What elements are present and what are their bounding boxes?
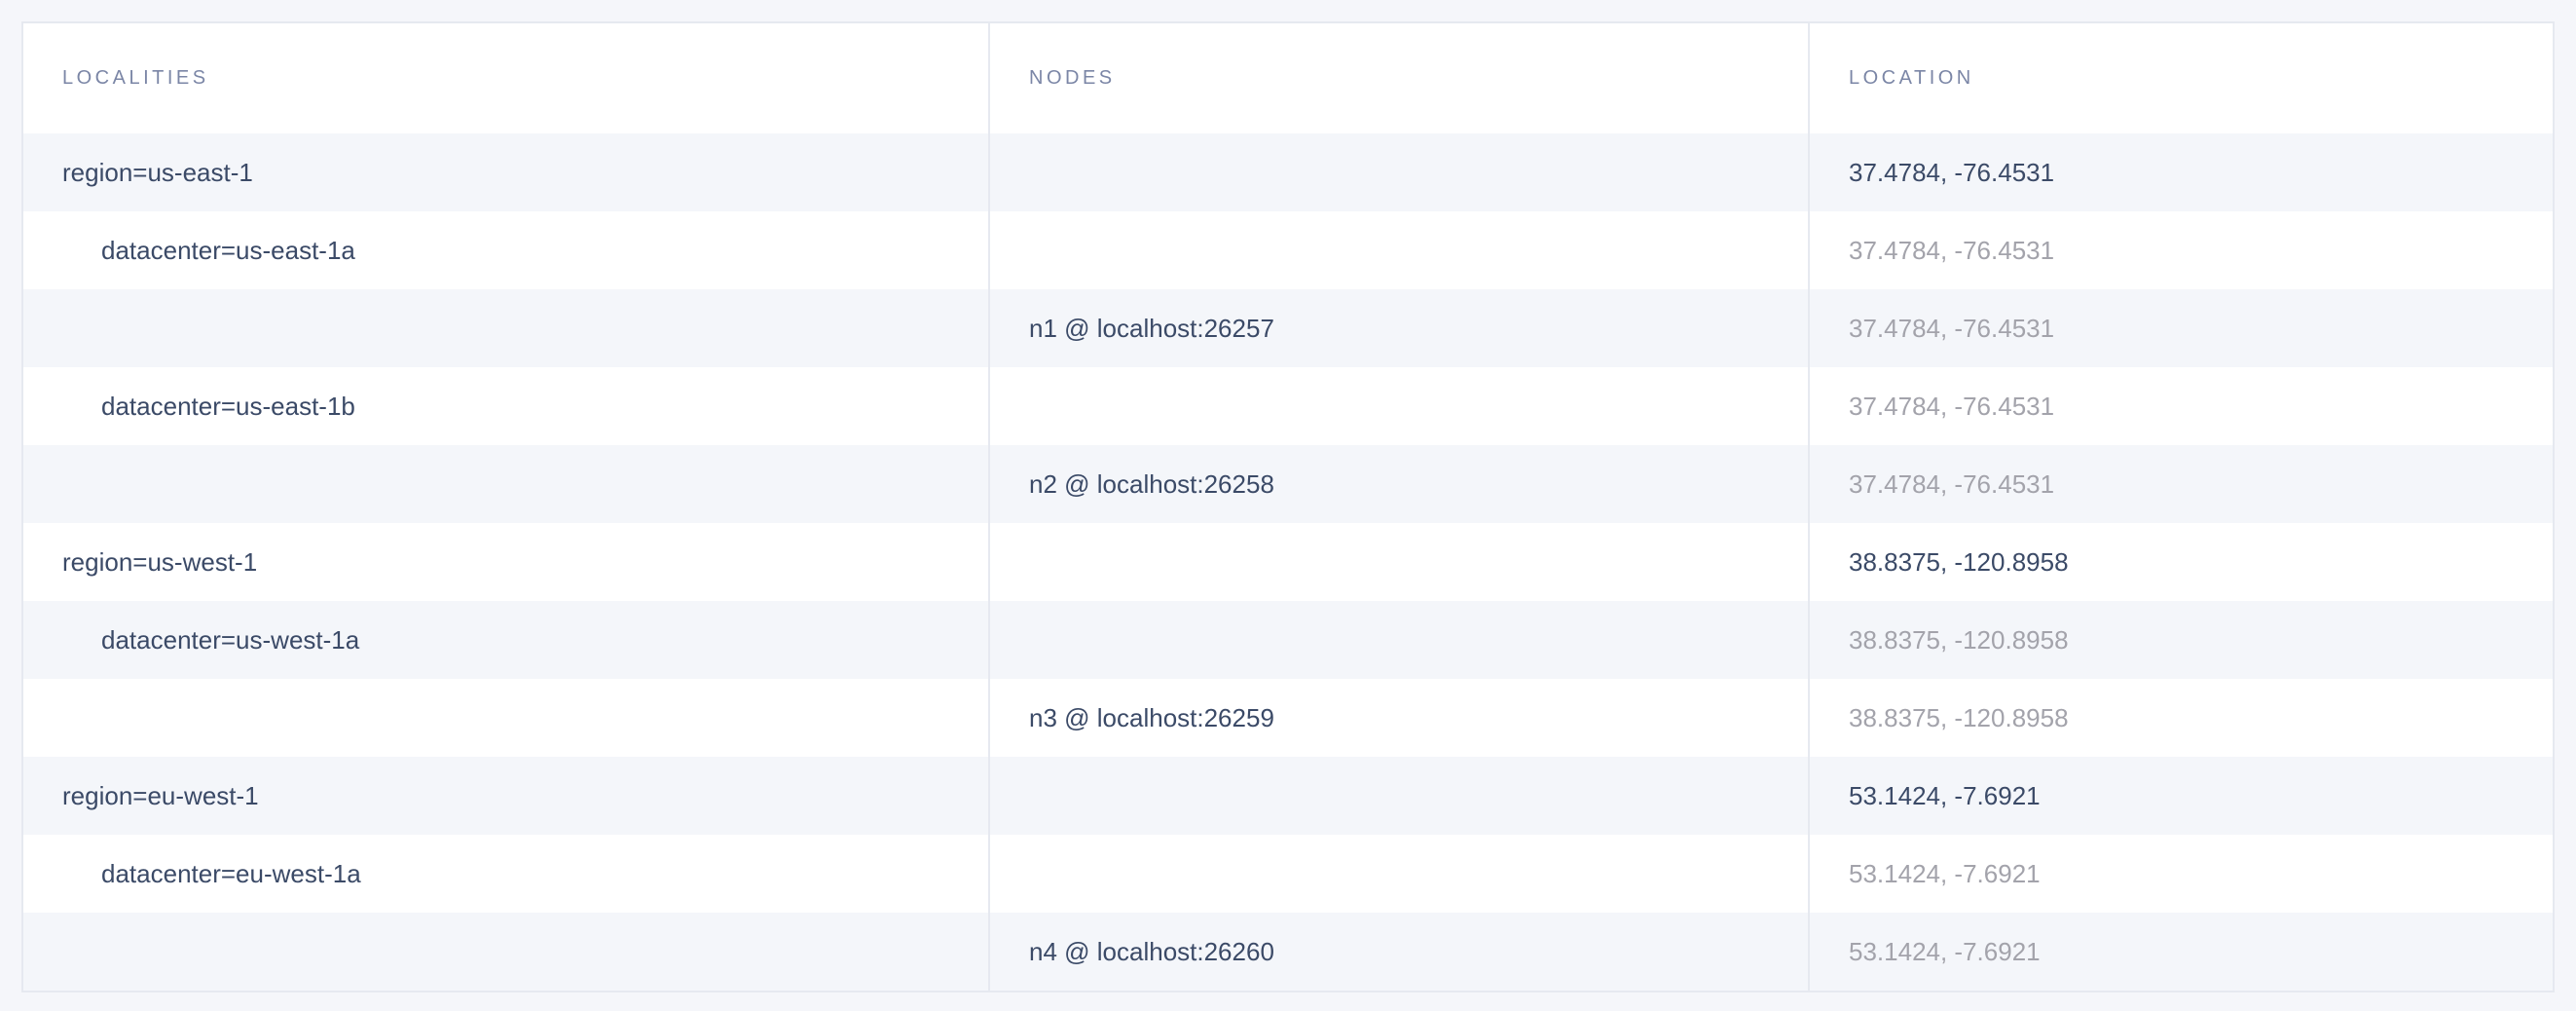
column-header-localities[interactable]: LOCALITIES <box>23 23 990 133</box>
table-header: LOCALITIES NODES LOCATION <box>23 23 2553 133</box>
table-row: n1 @ localhost:26257 37.4784, -76.4531 <box>23 289 2553 367</box>
location-cell: 37.4784, -76.4531 <box>1849 468 2055 499</box>
table-row: datacenter=eu-west-1a 53.1424, -7.6921 <box>23 835 2553 913</box>
locality-cell <box>23 913 990 991</box>
node-cell <box>990 211 1810 289</box>
node-cell <box>990 601 1810 679</box>
locality-cell: region=eu-west-1 <box>23 757 990 835</box>
column-header-nodes[interactable]: NODES <box>990 23 1810 133</box>
table-row: datacenter=us-west-1a 38.8375, -120.8958 <box>23 601 2553 679</box>
location-cell: 38.8375, -120.8958 <box>1849 624 2069 655</box>
locality-cell: region=us-east-1 <box>23 133 990 211</box>
node-cell: n2 @ localhost:26258 <box>990 445 1810 523</box>
node-cell <box>990 523 1810 601</box>
location-cell: 37.4784, -76.4531 <box>1849 235 2055 265</box>
table-row: region=us-west-1 38.8375, -120.8958 <box>23 523 2553 601</box>
table-row: datacenter=us-east-1b 37.4784, -76.4531 <box>23 367 2553 445</box>
table-row: region=eu-west-1 53.1424, -7.6921 <box>23 757 2553 835</box>
location-cell: 37.4784, -76.4531 <box>1849 391 2055 421</box>
locality-cell: region=us-west-1 <box>23 523 990 601</box>
table-row: n4 @ localhost:26260 53.1424, -7.6921 <box>23 913 2553 991</box>
locality-cell: datacenter=us-west-1a <box>23 601 990 679</box>
locality-cell: datacenter=us-east-1a <box>23 211 990 289</box>
locality-cell <box>23 679 990 757</box>
node-cell: n4 @ localhost:26260 <box>990 913 1810 991</box>
location-cell: 53.1424, -7.6921 <box>1849 780 2041 810</box>
table-row: n3 @ localhost:26259 38.8375, -120.8958 <box>23 679 2553 757</box>
table-row: datacenter=us-east-1a 37.4784, -76.4531 <box>23 211 2553 289</box>
node-cell <box>990 835 1810 913</box>
locality-cell: datacenter=eu-west-1a <box>23 835 990 913</box>
table-body: region=us-east-1 37.4784, -76.4531 datacen… <box>23 133 2553 991</box>
locality-cell <box>23 289 990 367</box>
table-row: n2 @ localhost:26258 37.4784, -76.4531 <box>23 445 2553 523</box>
locality-cell: datacenter=us-east-1b <box>23 367 990 445</box>
location-cell: 53.1424, -7.6921 <box>1849 936 2041 966</box>
column-header-location[interactable]: LOCATION <box>1849 67 1974 89</box>
locality-cell <box>23 445 990 523</box>
location-cell: 38.8375, -120.8958 <box>1849 702 2069 732</box>
localities-table: LOCALITIES NODES LOCATION region=us-east… <box>21 21 2555 992</box>
location-cell: 37.4784, -76.4531 <box>1849 313 2055 343</box>
node-cell <box>990 757 1810 835</box>
node-cell: n1 @ localhost:26257 <box>990 289 1810 367</box>
node-cell <box>990 367 1810 445</box>
location-cell: 38.8375, -120.8958 <box>1849 546 2069 577</box>
node-cell: n3 @ localhost:26259 <box>990 679 1810 757</box>
table-row: region=us-east-1 37.4784, -76.4531 <box>23 133 2553 211</box>
location-cell: 37.4784, -76.4531 <box>1849 157 2055 187</box>
node-cell <box>990 133 1810 211</box>
location-cell: 53.1424, -7.6921 <box>1849 858 2041 888</box>
